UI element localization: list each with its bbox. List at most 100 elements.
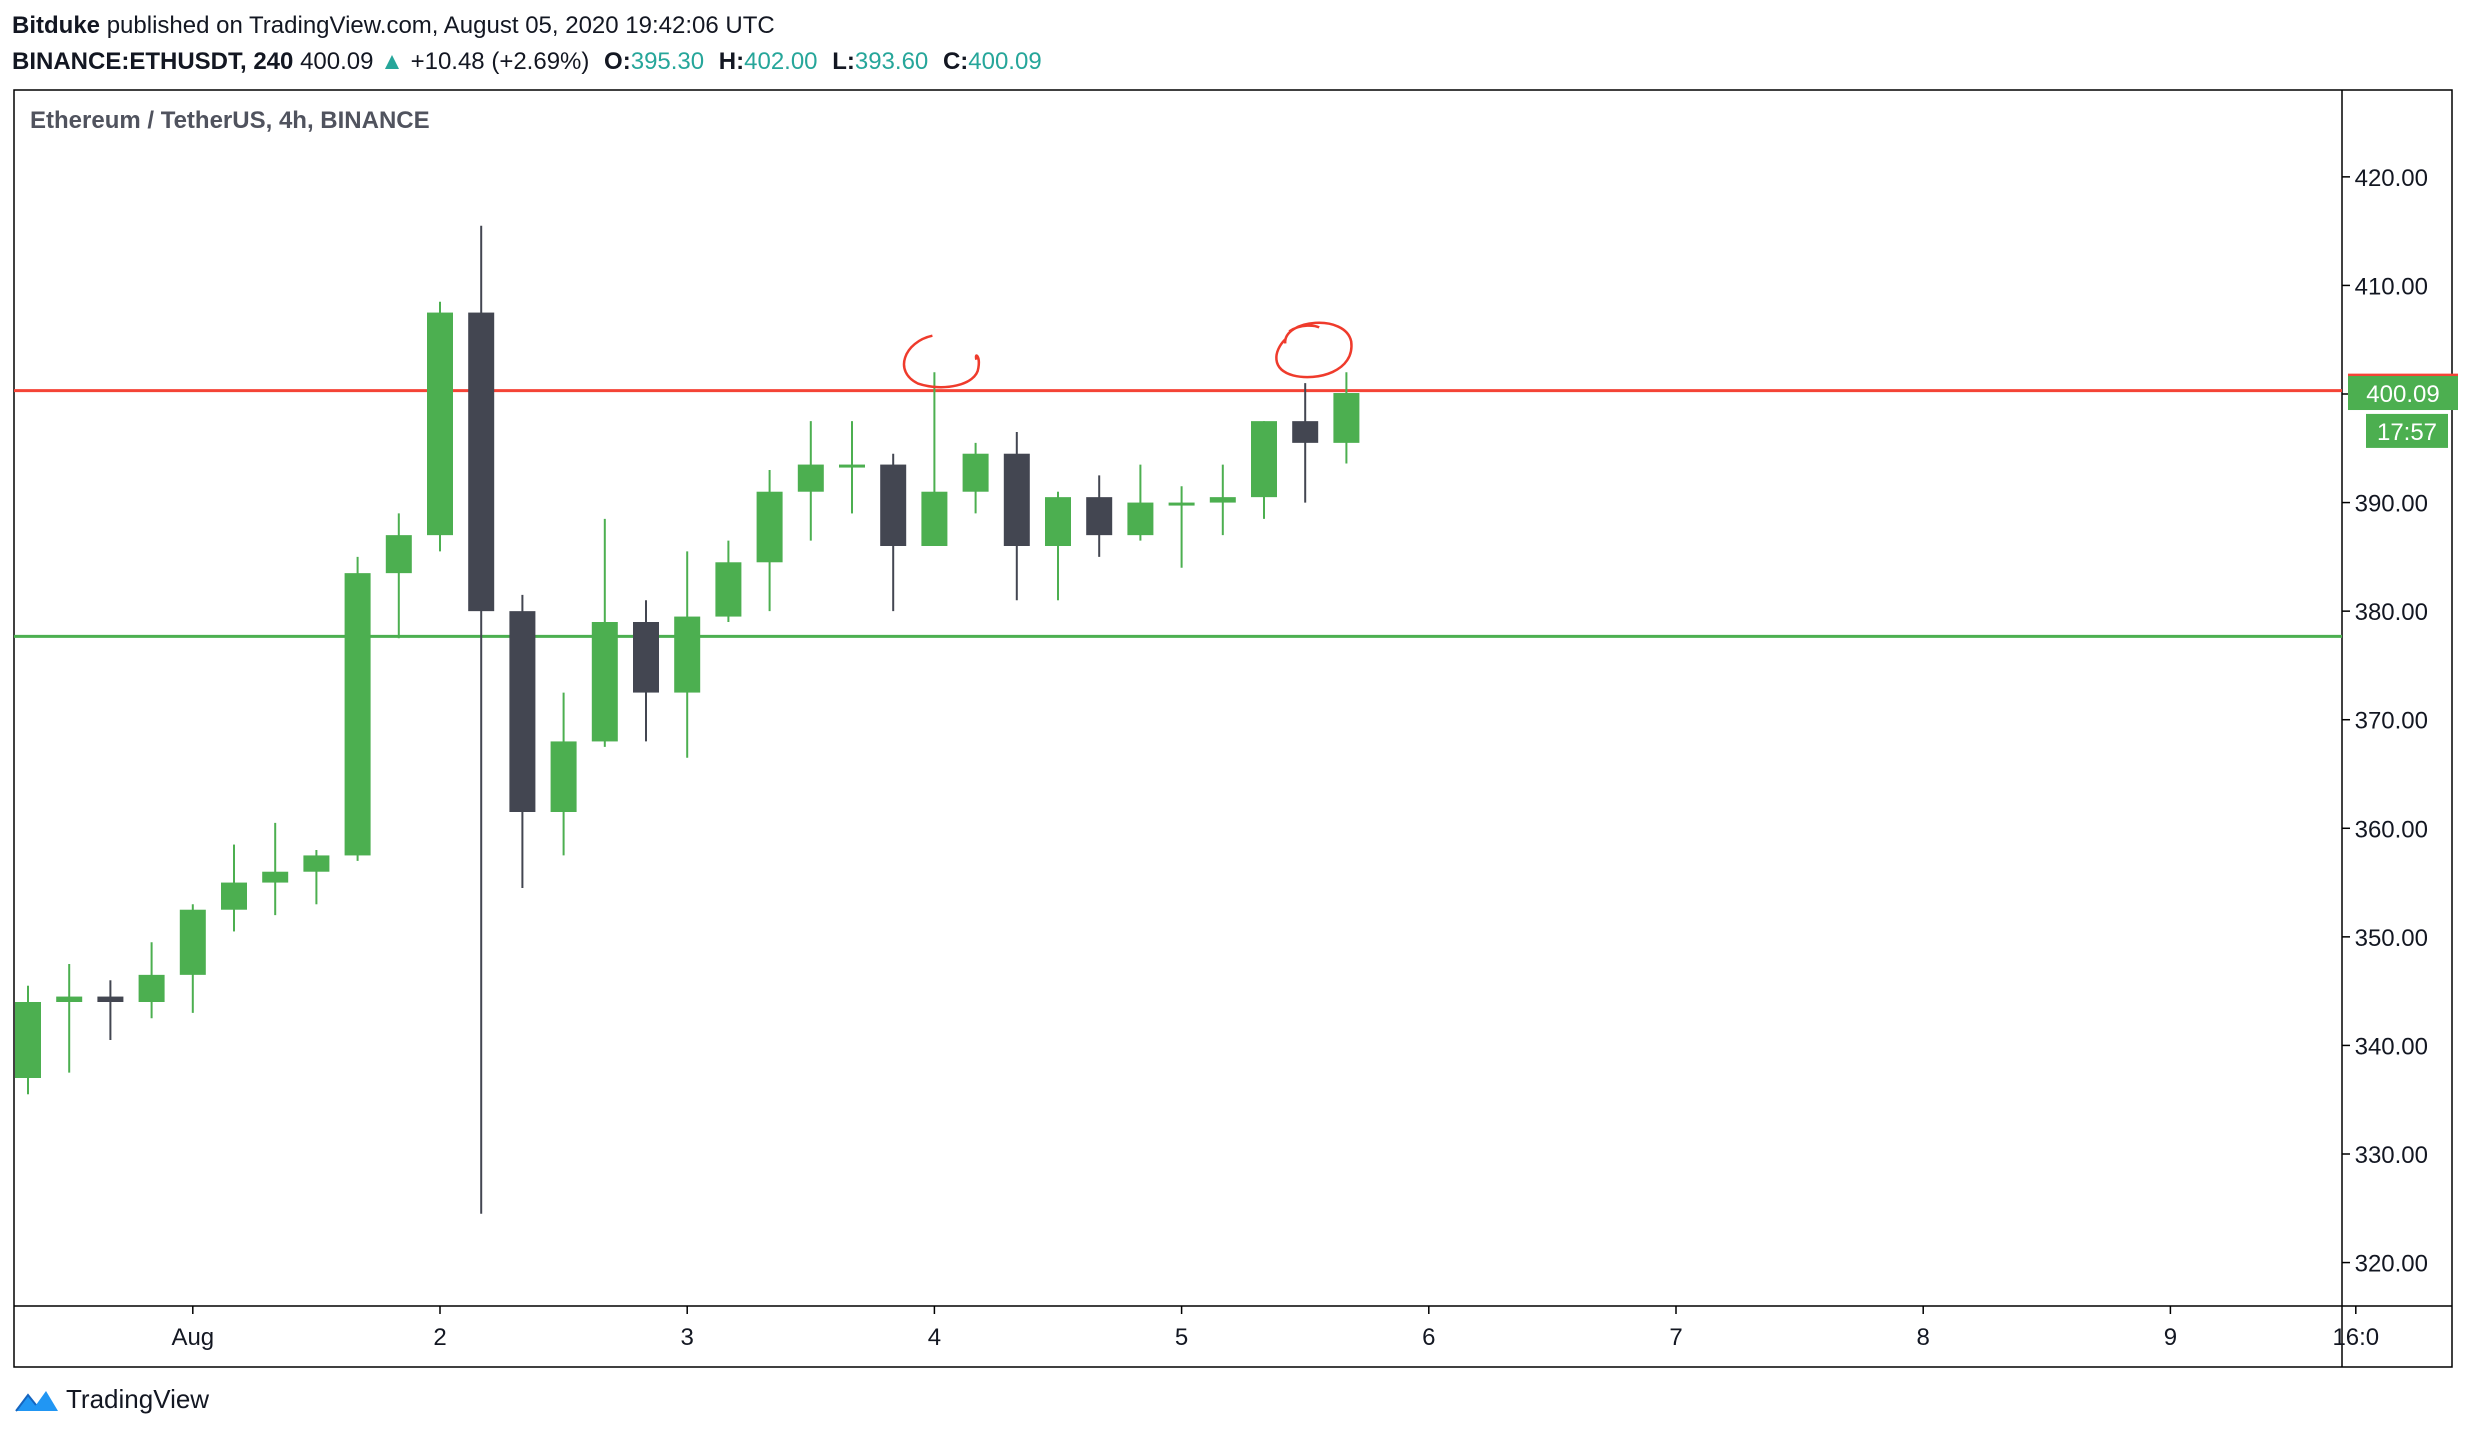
candle[interactable] (427, 301, 453, 552)
candle[interactable] (839, 421, 865, 514)
y-tick-label: 320.00 (2355, 1251, 2428, 1278)
candle-body (880, 464, 907, 546)
candle-body (344, 573, 371, 856)
x-tick-label: 7 (1669, 1324, 1682, 1351)
x-tick-label: 4 (928, 1324, 941, 1351)
published-text: published on TradingView.com, August 05,… (106, 12, 775, 39)
candle[interactable] (880, 453, 907, 612)
candle-body (56, 996, 83, 1002)
candle-body (179, 909, 206, 975)
candle[interactable] (221, 844, 247, 932)
open-value: 395.30 (630, 48, 705, 75)
candle-body (262, 871, 289, 883)
candle[interactable] (138, 942, 165, 1019)
candle[interactable] (303, 850, 330, 905)
price-tag-label: 400.09 (2366, 381, 2439, 408)
price-tag-bg (2366, 413, 2448, 448)
x-tick-label: 8 (1917, 1324, 1930, 1351)
chart-title: Ethereum / TetherUS, 4h, BINANCE (30, 107, 430, 134)
candle[interactable] (633, 600, 659, 742)
candle[interactable] (179, 904, 206, 1013)
candle-body (715, 562, 742, 617)
y-tick-label: 330.00 (2355, 1142, 2428, 1169)
open-label: O: (604, 48, 631, 75)
low-label: L: (832, 48, 855, 75)
candle[interactable] (385, 513, 412, 639)
candle[interactable] (509, 594, 536, 888)
price-tag-last: 400.09 (2348, 376, 2458, 411)
publish-line: Bitduke published on TradingView.com, Au… (12, 8, 2452, 44)
candle[interactable] (797, 421, 824, 541)
symbol-label: BINANCE:ETHUSDT, 240 (12, 48, 294, 75)
x-tick-label: 6 (1422, 1324, 1435, 1351)
candle[interactable] (962, 442, 989, 514)
candle[interactable] (1251, 421, 1277, 519)
high-value: 402.00 (744, 48, 818, 75)
last-price: 400.09 (300, 48, 374, 75)
candle[interactable] (550, 692, 577, 856)
candle[interactable] (1045, 491, 1071, 601)
y-tick-label: 340.00 (2355, 1033, 2428, 1060)
symbol-line: BINANCE:ETHUSDT, 240 400.09 ▲ +10.48 (+2… (12, 44, 2452, 80)
candle[interactable] (674, 551, 701, 758)
chart-border (13, 89, 2453, 1368)
candle-body (385, 535, 412, 574)
candle[interactable] (344, 556, 371, 861)
candle-body (221, 882, 247, 910)
price-change: +10.48 (+2.69%) (410, 48, 590, 75)
y-tick-label: 360.00 (2355, 816, 2428, 843)
candle-body (591, 622, 618, 742)
candle[interactable] (756, 470, 783, 612)
low-value: 393.60 (854, 48, 929, 75)
close-label: C: (942, 48, 969, 75)
candle[interactable] (1292, 383, 1319, 503)
candle-body (797, 464, 824, 492)
candle-body (15, 1002, 41, 1078)
publish-header: Bitduke published on TradingView.com, Au… (12, 8, 2452, 80)
candle[interactable] (921, 372, 948, 546)
candle-body (1045, 497, 1071, 546)
candle-body (962, 453, 989, 492)
y-tick-label: 420.00 (2355, 165, 2428, 192)
footer-brand[interactable]: TradingView (14, 1384, 209, 1415)
candle-body (1003, 453, 1030, 546)
price-tag-countdown: 17:57 (2366, 413, 2448, 448)
candle-body (509, 611, 536, 812)
x-tick-label: 16:0 (2332, 1324, 2379, 1351)
y-tick-label: 370.00 (2355, 708, 2428, 735)
candle[interactable] (1168, 486, 1195, 568)
candle-body (633, 622, 659, 693)
candle-body (921, 491, 948, 546)
annotation-partial-circle (902, 334, 981, 389)
tradingview-logo-icon (15, 1390, 58, 1412)
candle-body (1333, 393, 1360, 443)
candle[interactable] (715, 540, 742, 622)
up-arrow-icon: ▲ (380, 48, 404, 75)
close-value: 400.09 (968, 48, 1042, 75)
y-tick-label: 410.00 (2355, 273, 2428, 300)
candle[interactable] (97, 980, 124, 1040)
candle-body (839, 464, 865, 468)
x-tick-label: 9 (2164, 1324, 2177, 1351)
x-tick-label: Aug (171, 1324, 214, 1351)
candle[interactable] (1333, 372, 1360, 464)
candle-body (97, 996, 124, 1002)
candle[interactable] (56, 964, 83, 1073)
candle[interactable] (591, 518, 618, 747)
candle-body (674, 616, 701, 693)
candle[interactable] (262, 822, 289, 916)
candle-body (1086, 497, 1113, 536)
candle[interactable] (1003, 432, 1030, 601)
candle-body (550, 741, 577, 812)
candle[interactable] (1209, 464, 1236, 536)
candle-body (1292, 421, 1319, 443)
candle[interactable] (15, 985, 41, 1095)
y-tick-label: 390.00 (2355, 491, 2428, 518)
x-tick-label: 3 (681, 1324, 694, 1351)
candle[interactable] (1086, 475, 1113, 557)
candle[interactable] (1127, 464, 1154, 541)
candle[interactable] (468, 225, 495, 1214)
author-name[interactable]: Bitduke (12, 12, 101, 39)
